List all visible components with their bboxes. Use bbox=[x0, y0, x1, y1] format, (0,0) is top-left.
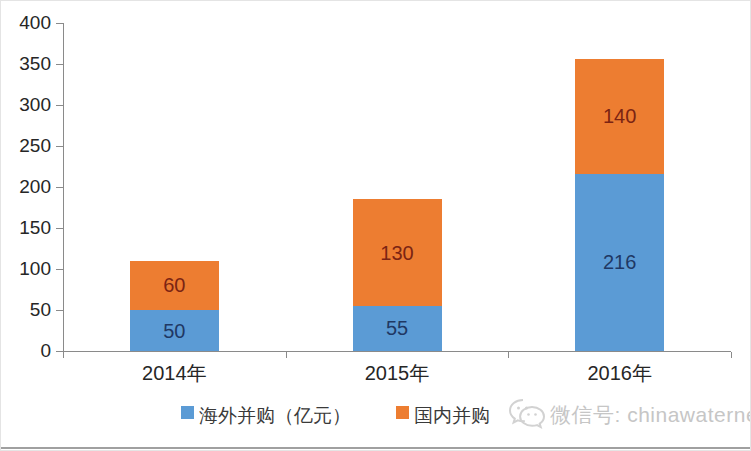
legend-label-domestic: 国内并购 bbox=[414, 403, 490, 429]
bar-value-label: 55 bbox=[353, 316, 442, 340]
y-axis-tick bbox=[56, 146, 63, 147]
bottom-divider bbox=[1, 447, 751, 449]
y-axis-tick bbox=[56, 187, 63, 188]
x-axis-category-label: 2014年 bbox=[104, 360, 244, 387]
bar-value-label: 60 bbox=[130, 273, 219, 297]
y-axis-tick-label: 250 bbox=[1, 135, 51, 157]
y-axis-tick-label: 350 bbox=[1, 53, 51, 75]
y-axis-tick bbox=[56, 351, 63, 352]
x-axis-category-label: 2015年 bbox=[327, 360, 467, 387]
y-axis-tick bbox=[56, 64, 63, 65]
x-axis-tick bbox=[63, 352, 64, 358]
y-axis-tick bbox=[56, 23, 63, 24]
y-axis-tick-label: 200 bbox=[1, 176, 51, 198]
legend-label-overseas: 海外并购（亿元） bbox=[199, 403, 351, 429]
x-axis-line bbox=[63, 351, 731, 352]
y-axis-tick-label: 50 bbox=[1, 299, 51, 321]
y-axis-tick-label: 100 bbox=[1, 258, 51, 280]
y-axis-tick-label: 400 bbox=[1, 12, 51, 34]
y-axis-tick-label: 0 bbox=[1, 340, 51, 362]
y-axis-tick bbox=[56, 105, 63, 106]
x-axis-tick bbox=[508, 352, 509, 358]
x-axis-category-label: 2016年 bbox=[550, 360, 690, 387]
y-axis-tick-label: 300 bbox=[1, 94, 51, 116]
x-axis-tick bbox=[286, 352, 287, 358]
y-axis-tick bbox=[56, 310, 63, 311]
stacked-bar-chart: 0 50 100 150 200 250 300 350 400 50 60 2014年 55 130 20… bbox=[0, 0, 751, 451]
y-axis-tick bbox=[56, 228, 63, 229]
y-axis-line bbox=[63, 23, 64, 352]
bar-value-label: 216 bbox=[575, 250, 664, 274]
bar-value-label: 130 bbox=[353, 241, 442, 265]
legend-swatch-domestic-icon bbox=[396, 406, 409, 419]
wechat-icon bbox=[508, 397, 546, 431]
watermark-text: 微信号: chinawaternet bbox=[550, 401, 751, 429]
y-axis-tick-label: 150 bbox=[1, 217, 51, 239]
bar-value-label: 140 bbox=[575, 104, 664, 128]
watermark: 微信号: chinawaternet bbox=[508, 395, 738, 435]
bar-value-label: 50 bbox=[130, 319, 219, 343]
x-axis-tick bbox=[731, 352, 732, 358]
legend-swatch-overseas-icon bbox=[181, 406, 194, 419]
y-axis-tick bbox=[56, 269, 63, 270]
